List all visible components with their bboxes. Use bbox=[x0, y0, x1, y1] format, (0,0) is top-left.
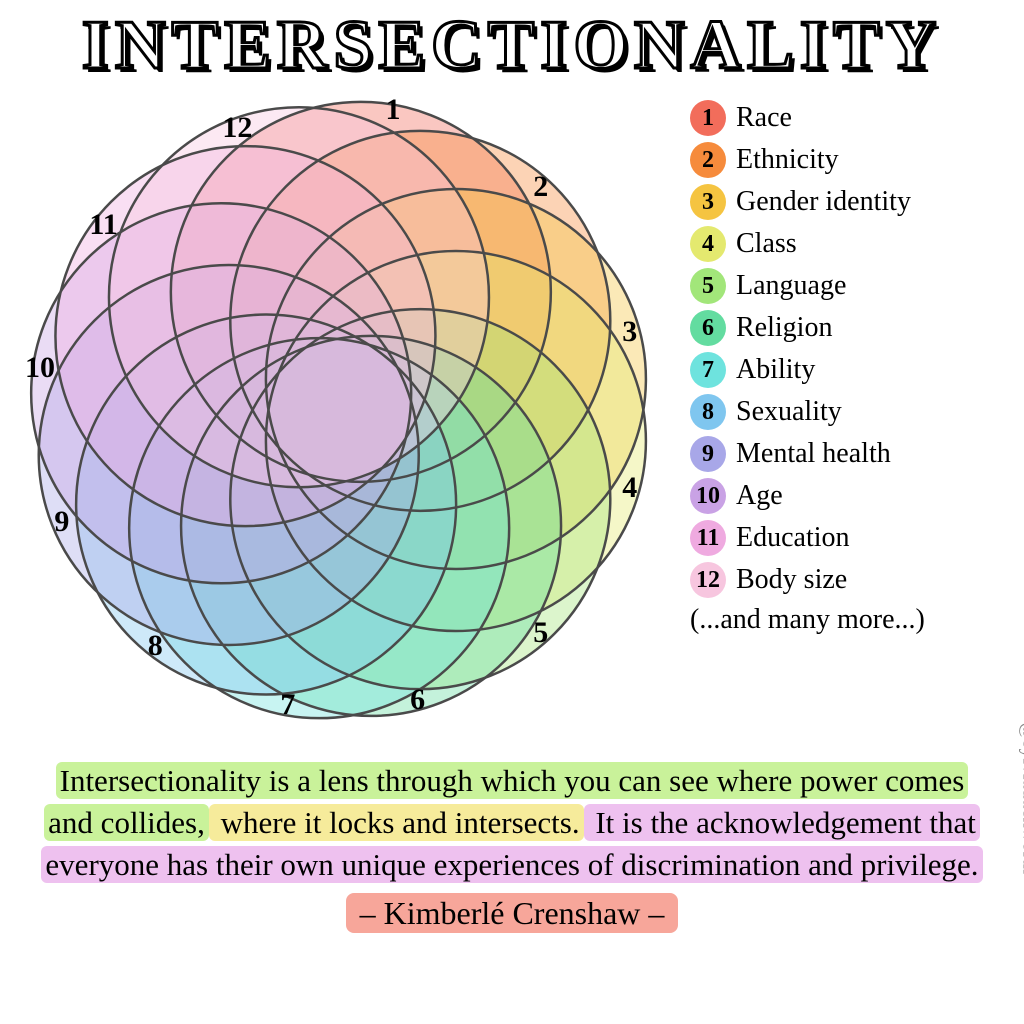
legend-label: Sexuality bbox=[736, 396, 842, 428]
quote-block: Intersectionality is a lens through whic… bbox=[40, 760, 984, 935]
legend-label: Language bbox=[736, 270, 846, 302]
legend-label: Race bbox=[736, 102, 792, 134]
legend-label: Class bbox=[736, 228, 797, 260]
quote-attribution: – Kimberlé Crenshaw – bbox=[40, 892, 984, 935]
legend-item: 6 Religion bbox=[690, 310, 1010, 346]
legend-dot: 10 bbox=[690, 478, 726, 514]
circle-number-label: 5 bbox=[533, 616, 548, 650]
circle-number-label: 9 bbox=[54, 505, 69, 539]
circle-number-label: 11 bbox=[89, 208, 117, 242]
circle-number-label: 7 bbox=[280, 688, 295, 722]
circle-number-label: 10 bbox=[25, 351, 55, 385]
circle-number-label: 3 bbox=[622, 315, 637, 349]
legend-label: Ability bbox=[736, 354, 815, 386]
circle-number-label: 12 bbox=[222, 111, 252, 145]
legend-item: 5 Language bbox=[690, 268, 1010, 304]
credit: @sylviaduckworth bbox=[1018, 722, 1024, 874]
legend-item: 3 Gender identity bbox=[690, 184, 1010, 220]
circle-number-label: 6 bbox=[410, 683, 425, 717]
legend-item: 12 Body size bbox=[690, 562, 1010, 598]
legend-footnote: (...and many more...) bbox=[690, 604, 1010, 636]
legend-item: 10 Age bbox=[690, 478, 1010, 514]
legend-dot: 4 bbox=[690, 226, 726, 262]
legend-label: Religion bbox=[736, 312, 832, 344]
circle-number-label: 8 bbox=[148, 629, 163, 663]
legend-item: 11 Education bbox=[690, 520, 1010, 556]
legend-dot: 6 bbox=[690, 310, 726, 346]
legend-dot: 7 bbox=[690, 352, 726, 388]
legend-label: Age bbox=[736, 480, 783, 512]
legend-item: 4 Class bbox=[690, 226, 1010, 262]
legend-item: 8 Sexuality bbox=[690, 394, 1010, 430]
legend-dot: 3 bbox=[690, 184, 726, 220]
legend-dot: 2 bbox=[690, 142, 726, 178]
legend: 1 Race 2 Ethnicity 3 Gender identity 4 Class 5 La… bbox=[690, 100, 1010, 636]
legend-item: 1 Race bbox=[690, 100, 1010, 136]
legend-item: 7 Ability bbox=[690, 352, 1010, 388]
legend-dot: 11 bbox=[690, 520, 726, 556]
legend-item: 9 Mental health bbox=[690, 436, 1010, 472]
legend-item: 2 Ethnicity bbox=[690, 142, 1010, 178]
circle-number-label: 1 bbox=[385, 93, 400, 127]
quote-text: Intersectionality is a lens through whic… bbox=[40, 760, 984, 886]
legend-label: Mental health bbox=[736, 438, 891, 470]
legend-label: Gender identity bbox=[736, 186, 911, 218]
legend-dot: 9 bbox=[690, 436, 726, 472]
legend-dot: 1 bbox=[690, 100, 726, 136]
legend-label: Ethnicity bbox=[736, 144, 839, 176]
legend-dot: 5 bbox=[690, 268, 726, 304]
quote-segment: where it locks and intersects. bbox=[209, 804, 584, 841]
venn-diagram: 123456789101112 bbox=[20, 90, 660, 730]
legend-label: Education bbox=[736, 522, 850, 554]
legend-dot: 12 bbox=[690, 562, 726, 598]
legend-dot: 8 bbox=[690, 394, 726, 430]
circle-number-label: 2 bbox=[533, 170, 548, 204]
circle-number-label: 4 bbox=[622, 471, 637, 505]
legend-label: Body size bbox=[736, 564, 847, 596]
page-title: INTERSECTIONALITY bbox=[0, 6, 1024, 86]
